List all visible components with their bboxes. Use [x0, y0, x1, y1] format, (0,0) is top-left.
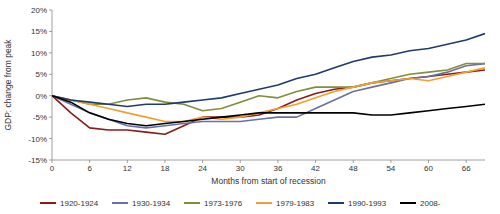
series-line [52, 96, 485, 126]
series-line [52, 64, 485, 128]
legend-label: 1973-1976 [204, 199, 243, 208]
x-tick [315, 160, 316, 163]
legend-swatch [256, 202, 272, 204]
x-tick [127, 160, 128, 163]
x-tick [240, 160, 241, 163]
legend-label: 2008- [420, 199, 441, 208]
y-tick [49, 52, 52, 53]
x-tick-label: 24 [198, 164, 207, 173]
y-tick [49, 117, 52, 118]
x-tick-label: 66 [462, 164, 471, 173]
legend-swatch [400, 202, 416, 204]
series-line [52, 34, 485, 107]
x-tick [390, 160, 391, 163]
y-tick-label: 5% [35, 70, 47, 79]
y-tick-label: 0% [35, 92, 47, 101]
legend-label: 1920-1924 [60, 199, 99, 208]
x-tick [277, 160, 278, 163]
legend-label: 1979-1983 [276, 199, 315, 208]
y-tick-label: 10% [31, 49, 47, 58]
y-tick [49, 31, 52, 32]
x-axis [52, 160, 485, 161]
x-tick-label: 18 [161, 164, 170, 173]
legend-swatch [112, 202, 128, 204]
x-tick-label: 42 [311, 164, 320, 173]
x-tick [428, 160, 429, 163]
x-tick [466, 160, 467, 163]
legend-label: 1930-1934 [132, 199, 171, 208]
background [0, 0, 500, 214]
y-tick-label: -10% [28, 135, 47, 144]
x-tick [164, 160, 165, 163]
legend-swatch [40, 202, 56, 204]
x-tick-label: 12 [123, 164, 132, 173]
y-axis-label: GDP: change from peak [3, 39, 13, 131]
x-tick-label: 60 [424, 164, 433, 173]
x-tick-label: 36 [273, 164, 282, 173]
y-tick [49, 10, 52, 11]
x-tick-label: 6 [87, 164, 92, 173]
y-tick-label: -15% [28, 156, 47, 165]
legend-label: 1990-1993 [348, 199, 387, 208]
x-tick [202, 160, 203, 163]
x-tick-label: 0 [50, 164, 55, 173]
y-tick [49, 95, 52, 96]
x-tick [353, 160, 354, 163]
y-tick [49, 74, 52, 75]
y-axis [52, 10, 53, 160]
x-tick [89, 160, 90, 163]
x-tick-label: 54 [386, 164, 395, 173]
y-tick [49, 160, 52, 161]
y-tick [49, 138, 52, 139]
x-tick-label: 30 [236, 164, 245, 173]
y-tick-label: 20% [31, 6, 47, 15]
plot-area [52, 34, 485, 135]
x-tick [52, 160, 53, 163]
y-tick-label: 15% [31, 27, 47, 36]
x-tick-label: 48 [349, 164, 358, 173]
legend-swatch [328, 202, 344, 204]
legend-swatch [184, 202, 200, 204]
chart: -15% -10% -5% 0% 5% 10% 15% 20% 0 6 12 18 24 30 36 42 48… [0, 0, 500, 214]
y-tick-label: -5% [33, 113, 47, 122]
x-axis-label: Months from start of recession [211, 176, 326, 186]
